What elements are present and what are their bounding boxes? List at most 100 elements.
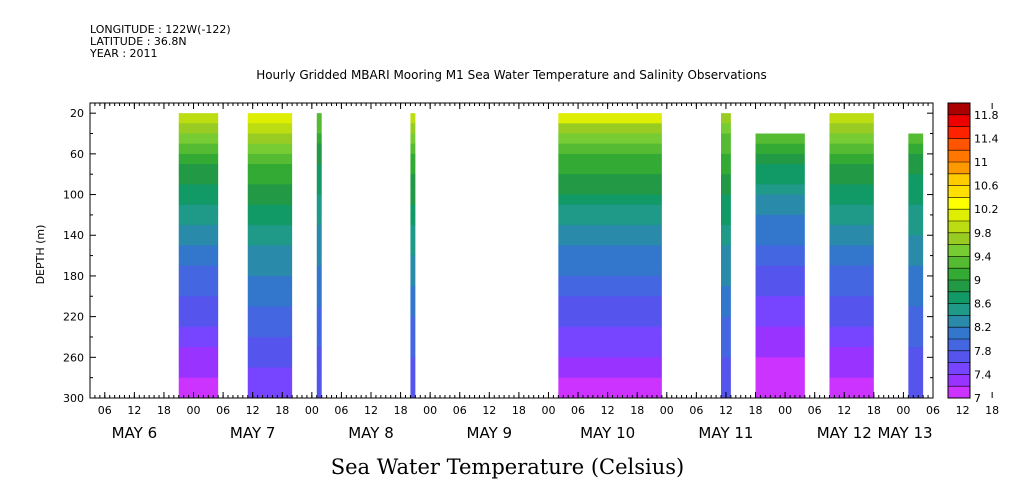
data-cell xyxy=(829,235,874,246)
colorbar-swatch xyxy=(948,150,970,163)
data-cell xyxy=(247,326,293,338)
data-cell xyxy=(829,164,874,175)
x-tick-label: 18 xyxy=(749,404,763,417)
data-cell xyxy=(908,133,924,145)
data-cell xyxy=(178,387,219,399)
data-cell xyxy=(247,296,293,307)
x-tick-label: 18 xyxy=(512,404,526,417)
x-tick-label: 12 xyxy=(956,404,970,417)
data-cell xyxy=(908,153,924,165)
data-cell xyxy=(178,265,219,277)
chart-title-text: Hourly Gridded MBARI Mooring M1 Sea Wate… xyxy=(256,68,767,82)
x-tick-label: 00 xyxy=(896,404,910,417)
data-cell xyxy=(247,286,293,297)
longitude-label: LONGITUDE : 122W(-122) xyxy=(90,23,231,36)
data-cell xyxy=(247,204,293,216)
data-cell xyxy=(558,113,662,124)
latitude-label: LATITUDE : 36.8N xyxy=(90,35,187,48)
data-cell xyxy=(247,133,293,145)
data-cell xyxy=(247,184,293,196)
data-cell xyxy=(829,326,874,338)
x-tick-label: 18 xyxy=(275,404,289,417)
data-cell xyxy=(410,255,416,267)
data-cell xyxy=(908,357,924,368)
data-cell xyxy=(721,133,731,145)
colorbar-swatch xyxy=(948,185,970,198)
data-cell xyxy=(558,316,662,328)
data-cell xyxy=(908,326,924,338)
data-cell xyxy=(721,296,731,307)
data-cell xyxy=(178,347,219,358)
data-cell xyxy=(247,194,293,206)
colorbar-label: 9.4 xyxy=(974,250,992,263)
data-cell xyxy=(178,326,219,338)
data-cell xyxy=(178,367,219,379)
y-tick-label: 180 xyxy=(63,270,84,283)
data-segment xyxy=(558,113,662,399)
data-cell xyxy=(755,184,805,196)
data-cell xyxy=(721,357,731,368)
data-cell xyxy=(908,275,924,287)
data-cell xyxy=(247,153,293,165)
data-cell xyxy=(410,275,416,287)
data-cell xyxy=(829,123,874,135)
data-cell xyxy=(558,133,662,145)
colorbar-label: 10.2 xyxy=(974,203,999,216)
data-cell xyxy=(316,336,322,348)
data-cell xyxy=(316,387,322,399)
colorbar-label: 10.6 xyxy=(974,180,999,193)
colorbar-swatch xyxy=(948,303,970,316)
data-cell xyxy=(558,275,662,287)
data-cell xyxy=(247,387,293,399)
year-label: YEAR : 2011 xyxy=(90,47,158,60)
data-cell xyxy=(558,153,662,165)
data-cell xyxy=(721,367,731,379)
data-cell xyxy=(558,143,662,155)
data-cell xyxy=(316,286,322,297)
data-cell xyxy=(247,245,293,257)
data-cell xyxy=(410,194,416,206)
colorbar: 7 7.4 7.8 8.2 8.6 9 9.4 9.8 10.2 10.6 11 11.4 11.8 xyxy=(947,102,999,405)
data-cell xyxy=(908,336,924,348)
data-cell xyxy=(247,123,293,135)
data-cell xyxy=(558,204,662,216)
x-tick-label: 06 xyxy=(571,404,585,417)
data-cell xyxy=(558,194,662,206)
x-tick-label: 06 xyxy=(689,404,703,417)
data-cell xyxy=(178,316,219,328)
x-tick-label: 12 xyxy=(837,404,851,417)
colorbar-frame xyxy=(947,102,971,399)
x-tick-label: 06 xyxy=(808,404,822,417)
data-cell xyxy=(247,235,293,246)
data-cell xyxy=(755,367,805,379)
data-cell xyxy=(721,347,731,358)
colorbar-swatch xyxy=(948,315,970,328)
data-cell xyxy=(558,184,662,196)
location-info: LONGITUDE : 122W(-122) LATITUDE : 36.8N … xyxy=(90,24,231,60)
data-cell xyxy=(410,225,416,236)
data-cell xyxy=(829,245,874,257)
colorbar-label: 11.8 xyxy=(974,109,999,122)
data-cell xyxy=(316,113,322,124)
data-cell xyxy=(721,306,731,318)
data-segment xyxy=(178,113,219,399)
colorbar-swatch xyxy=(948,197,970,210)
data-cell xyxy=(908,367,924,379)
data-cell xyxy=(316,357,322,368)
data-cell xyxy=(755,235,805,246)
data-cell xyxy=(247,164,293,175)
chart-subtitle-text: Sea Water Temperature (Celsius) xyxy=(330,455,685,479)
data-cell xyxy=(829,347,874,358)
data-cell xyxy=(829,387,874,399)
data-cell xyxy=(558,326,662,338)
data-cell xyxy=(178,194,219,206)
data-cell xyxy=(247,275,293,287)
data-cell xyxy=(178,184,219,196)
data-cell xyxy=(829,275,874,287)
data-cell xyxy=(410,184,416,196)
colorbar-swatch xyxy=(948,114,970,127)
data-cell xyxy=(721,123,731,135)
data-cell xyxy=(178,164,219,175)
data-cell xyxy=(316,123,322,135)
data-cell xyxy=(410,143,416,155)
